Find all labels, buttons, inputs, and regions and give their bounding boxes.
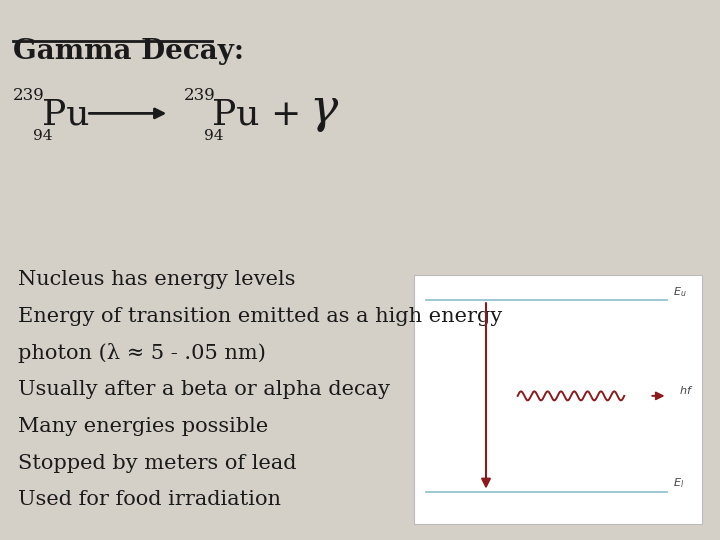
- Text: Stopped by meters of lead: Stopped by meters of lead: [18, 454, 297, 472]
- Text: Gamma Decay:: Gamma Decay:: [13, 38, 244, 65]
- Text: Used for food irradiation: Used for food irradiation: [18, 490, 281, 509]
- Text: Pu +: Pu +: [212, 97, 302, 131]
- Text: Energy of transition emitted as a high energy: Energy of transition emitted as a high e…: [18, 307, 503, 326]
- Text: 239: 239: [184, 87, 215, 104]
- FancyBboxPatch shape: [414, 275, 702, 524]
- Text: photon (λ ≈ 5 - .05 nm): photon (λ ≈ 5 - .05 nm): [18, 343, 266, 363]
- Text: Nucleus has energy levels: Nucleus has energy levels: [18, 270, 295, 289]
- Text: $E_l$: $E_l$: [673, 476, 684, 490]
- Text: 94: 94: [204, 130, 223, 144]
- Text: Many energies possible: Many energies possible: [18, 417, 269, 436]
- Text: 94: 94: [33, 130, 53, 144]
- Text: 239: 239: [13, 87, 45, 104]
- Text: Pu: Pu: [42, 97, 89, 131]
- Text: $E_u$: $E_u$: [673, 285, 687, 299]
- Text: γ: γ: [310, 86, 338, 132]
- Text: Usually after a beta or alpha decay: Usually after a beta or alpha decay: [18, 380, 390, 399]
- Text: $hf$: $hf$: [679, 384, 693, 396]
